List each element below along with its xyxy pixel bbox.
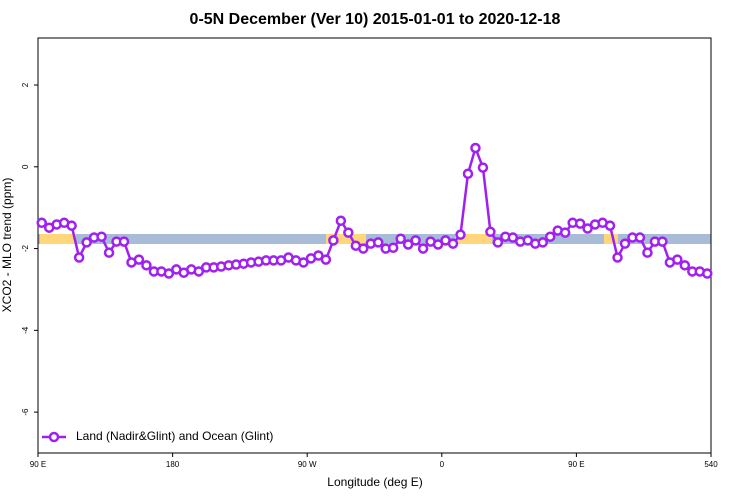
data-point [492,237,504,248]
x-tick-label: 90 E [568,460,584,469]
data-point [657,236,668,247]
data-point [582,223,593,234]
x-axis-label: Longitude (deg E) [327,475,422,489]
data-point [387,242,399,253]
data-point [73,252,85,263]
data-point [372,237,384,248]
data-point [702,268,713,279]
y-tick-label: 2 [21,82,30,87]
y-tick-label: -6 [21,408,30,416]
data-point [103,247,115,258]
data-point [343,227,354,238]
x-tick-label: 90 W [298,460,317,469]
data-point [507,232,519,243]
data-point [477,162,489,173]
data-point [335,215,347,227]
data-point [81,237,92,248]
data-point [313,250,324,261]
data-point [642,247,653,258]
data-point [544,231,556,242]
legend-label: Land (Nadir&Glint) and Ocean (Glint) [76,429,273,443]
data-line [41,144,708,275]
y-tick-label: -2 [21,244,30,252]
data-point [358,243,369,254]
data-point [574,218,586,229]
data-point [163,268,175,279]
data-point [619,238,631,249]
data-point [455,229,466,240]
land-band [326,234,366,244]
y-tick-label: 0 [21,164,30,169]
x-tick-label: 90 E [30,460,46,469]
data-point [328,235,339,246]
data-point [679,260,691,271]
data-point [470,142,481,154]
plot-frame [37,37,712,454]
data-point [66,220,77,231]
x-tick-label: 540 [704,460,718,469]
data-point [417,243,429,254]
data-point [612,252,623,263]
data-point [36,217,47,229]
data-point [118,236,130,247]
data-point [193,266,205,277]
x-tick-label: 0 [440,460,445,469]
land-band [604,234,618,244]
data-point [133,254,145,265]
data-point [320,254,332,265]
data-point [604,220,616,231]
data-point [485,226,496,238]
data-point [432,239,444,250]
legend-marker [48,431,60,443]
y-tick-label: -4 [21,326,30,334]
data-point [559,227,571,238]
data-point [634,232,646,243]
legend: Land (Nadir&Glint) and Ocean (Glint) [42,429,273,443]
data-point [447,238,459,249]
land-band [455,234,492,244]
chart-title: 0-5N December (Ver 10) 2015-01-01 to 202… [190,11,561,28]
x-tick-label: 180 [166,460,180,469]
y-axis-label: XCO2 - MLO trend (ppm) [0,178,14,313]
data-point [96,231,107,242]
data-point [395,233,406,245]
land-band [40,234,76,244]
data-point [672,254,683,265]
data-point [537,237,548,248]
data-point [402,239,414,250]
data-point [298,257,309,268]
data-point [410,235,421,246]
data-point [462,168,474,179]
data-point [141,260,152,271]
